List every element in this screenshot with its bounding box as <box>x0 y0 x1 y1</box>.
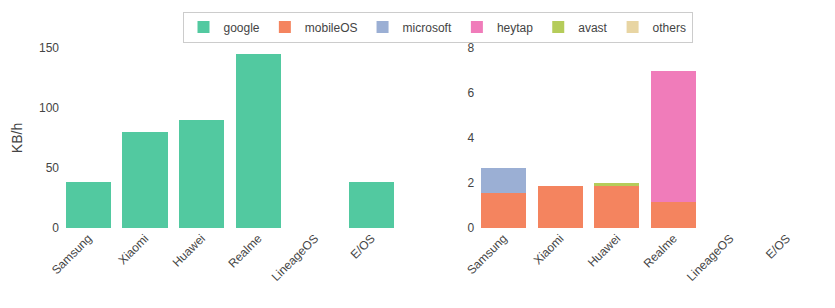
svg-text:avast: avast <box>578 21 607 35</box>
svg-text:mobileOS: mobileOS <box>305 21 358 35</box>
svg-text:E/OS: E/OS <box>348 231 378 261</box>
svg-text:Huawei: Huawei <box>585 231 623 269</box>
svg-text:6: 6 <box>468 86 475 100</box>
svg-text:Samsung: Samsung <box>49 231 95 277</box>
svg-text:google: google <box>224 21 260 35</box>
svg-text:2: 2 <box>468 176 475 190</box>
svg-text:LineageOS: LineageOS <box>269 231 321 283</box>
svg-text:LineageOS: LineageOS <box>684 231 736 283</box>
svg-text:150: 150 <box>39 41 59 55</box>
svg-text:50: 50 <box>46 161 60 175</box>
svg-text:0: 0 <box>468 221 475 235</box>
svg-text:0: 0 <box>52 221 59 235</box>
svg-text:Realme: Realme <box>641 231 680 270</box>
svg-text:Huawei: Huawei <box>170 231 208 269</box>
svg-text:KB/h: KB/h <box>9 123 25 153</box>
svg-text:others: others <box>653 21 686 35</box>
svg-text:Samsung: Samsung <box>464 231 510 277</box>
svg-text:E/OS: E/OS <box>763 231 793 261</box>
svg-text:8: 8 <box>468 41 475 55</box>
svg-text:Realme: Realme <box>225 231 264 270</box>
svg-text:100: 100 <box>39 101 59 115</box>
svg-text:Xiaomi: Xiaomi <box>115 231 151 267</box>
svg-text:4: 4 <box>468 131 475 145</box>
svg-text:heytap: heytap <box>497 21 533 35</box>
svg-text:Xiaomi: Xiaomi <box>531 231 567 267</box>
svg-text:microsoft: microsoft <box>403 21 452 35</box>
